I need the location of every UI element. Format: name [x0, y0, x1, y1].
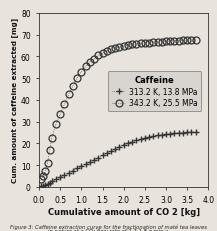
- 343.2 K, 25.5 MPa: [178, 40, 180, 43]
- 313.2 K, 13.8 MPa: [76, 167, 78, 170]
- 343.2 K, 25.5 MPa: [42, 175, 44, 178]
- 313.2 K, 13.8 MPa: [131, 141, 133, 143]
- 313.2 K, 13.8 MPa: [160, 134, 163, 137]
- 343.2 K, 25.5 MPa: [114, 48, 117, 50]
- 343.2 K, 25.5 MPa: [46, 162, 49, 165]
- 343.2 K, 25.5 MPa: [169, 40, 171, 43]
- 343.2 K, 25.5 MPa: [84, 66, 87, 68]
- 343.2 K, 25.5 MPa: [182, 40, 184, 43]
- 343.2 K, 25.5 MPa: [59, 113, 62, 116]
- 343.2 K, 25.5 MPa: [127, 45, 129, 47]
- 343.2 K, 25.5 MPa: [80, 71, 83, 74]
- 313.2 K, 13.8 MPa: [165, 133, 167, 136]
- 313.2 K, 13.8 MPa: [42, 184, 44, 187]
- Line: 343.2 K, 25.5 MPa: 343.2 K, 25.5 MPa: [38, 37, 199, 183]
- 313.2 K, 13.8 MPa: [156, 134, 159, 137]
- 313.2 K, 13.8 MPa: [127, 142, 129, 145]
- 343.2 K, 25.5 MPa: [194, 39, 197, 42]
- Line: 313.2 K, 13.8 MPa: 313.2 K, 13.8 MPa: [38, 129, 199, 190]
- 343.2 K, 25.5 MPa: [76, 77, 78, 80]
- 313.2 K, 13.8 MPa: [44, 184, 47, 186]
- 343.2 K, 25.5 MPa: [40, 178, 43, 181]
- 343.2 K, 25.5 MPa: [72, 85, 74, 88]
- 343.2 K, 25.5 MPa: [97, 55, 100, 58]
- 313.2 K, 13.8 MPa: [72, 170, 74, 172]
- 313.2 K, 13.8 MPa: [93, 159, 95, 161]
- 313.2 K, 13.8 MPa: [139, 138, 142, 141]
- 343.2 K, 25.5 MPa: [105, 50, 108, 53]
- 313.2 K, 13.8 MPa: [182, 132, 184, 134]
- 313.2 K, 13.8 MPa: [101, 154, 104, 157]
- 343.2 K, 25.5 MPa: [50, 137, 53, 140]
- 313.2 K, 13.8 MPa: [110, 150, 112, 153]
- 313.2 K, 13.8 MPa: [148, 136, 150, 139]
- 313.2 K, 13.8 MPa: [55, 178, 57, 181]
- 313.2 K, 13.8 MPa: [194, 131, 197, 134]
- 313.2 K, 13.8 MPa: [186, 131, 188, 134]
- 313.2 K, 13.8 MPa: [169, 133, 171, 135]
- 313.2 K, 13.8 MPa: [48, 181, 51, 184]
- X-axis label: Cumulative amount of CO 2 [kg]: Cumulative amount of CO 2 [kg]: [48, 207, 200, 216]
- 343.2 K, 25.5 MPa: [139, 43, 142, 46]
- 343.2 K, 25.5 MPa: [48, 149, 51, 152]
- Text: Figure 3: Caffeine extraction curve for the fractionation of maté tea leaves: Figure 3: Caffeine extraction curve for …: [10, 223, 207, 229]
- 343.2 K, 25.5 MPa: [144, 42, 146, 45]
- 313.2 K, 13.8 MPa: [173, 132, 176, 135]
- 343.2 K, 25.5 MPa: [160, 41, 163, 44]
- 343.2 K, 25.5 MPa: [152, 42, 155, 44]
- 343.2 K, 25.5 MPa: [118, 46, 121, 49]
- 343.2 K, 25.5 MPa: [44, 170, 47, 172]
- 343.2 K, 25.5 MPa: [101, 52, 104, 55]
- 313.2 K, 13.8 MPa: [67, 172, 70, 174]
- 313.2 K, 13.8 MPa: [144, 137, 146, 140]
- 343.2 K, 25.5 MPa: [89, 61, 91, 64]
- 343.2 K, 25.5 MPa: [165, 41, 167, 43]
- 343.2 K, 25.5 MPa: [135, 43, 138, 46]
- 313.2 K, 13.8 MPa: [40, 185, 43, 188]
- 343.2 K, 25.5 MPa: [93, 58, 95, 61]
- 343.2 K, 25.5 MPa: [173, 40, 176, 43]
- 343.2 K, 25.5 MPa: [186, 40, 188, 42]
- 313.2 K, 13.8 MPa: [135, 139, 138, 142]
- 313.2 K, 13.8 MPa: [63, 174, 66, 176]
- 343.2 K, 25.5 MPa: [63, 103, 66, 106]
- Y-axis label: Cum. amount of caffeine extracted [mg]: Cum. amount of caffeine extracted [mg]: [11, 18, 18, 183]
- 343.2 K, 25.5 MPa: [67, 94, 70, 97]
- 313.2 K, 13.8 MPa: [80, 165, 83, 168]
- 313.2 K, 13.8 MPa: [89, 161, 91, 164]
- 313.2 K, 13.8 MPa: [97, 156, 100, 159]
- 313.2 K, 13.8 MPa: [105, 152, 108, 155]
- 313.2 K, 13.8 MPa: [190, 131, 193, 134]
- 343.2 K, 25.5 MPa: [110, 49, 112, 52]
- 313.2 K, 13.8 MPa: [114, 148, 117, 151]
- 313.2 K, 13.8 MPa: [118, 146, 121, 149]
- 343.2 K, 25.5 MPa: [148, 42, 150, 45]
- Text: in nature at a CO₂ flow rate of 1.2-1.8 g min⁻¹: in nature at a CO₂ flow rate of 1.2-1.8 …: [48, 228, 169, 231]
- Legend: 313.2 K, 13.8 MPa, 343.2 K, 25.5 MPa: 313.2 K, 13.8 MPa, 343.2 K, 25.5 MPa: [108, 72, 201, 112]
- 343.2 K, 25.5 MPa: [156, 41, 159, 44]
- 313.2 K, 13.8 MPa: [46, 182, 49, 185]
- 313.2 K, 13.8 MPa: [84, 163, 87, 166]
- 313.2 K, 13.8 MPa: [178, 132, 180, 135]
- 343.2 K, 25.5 MPa: [122, 46, 125, 48]
- 343.2 K, 25.5 MPa: [55, 123, 57, 126]
- 343.2 K, 25.5 MPa: [131, 44, 133, 47]
- 313.2 K, 13.8 MPa: [50, 180, 53, 183]
- 313.2 K, 13.8 MPa: [59, 176, 62, 179]
- 343.2 K, 25.5 MPa: [190, 40, 193, 42]
- 313.2 K, 13.8 MPa: [152, 135, 155, 138]
- 313.2 K, 13.8 MPa: [122, 143, 125, 146]
